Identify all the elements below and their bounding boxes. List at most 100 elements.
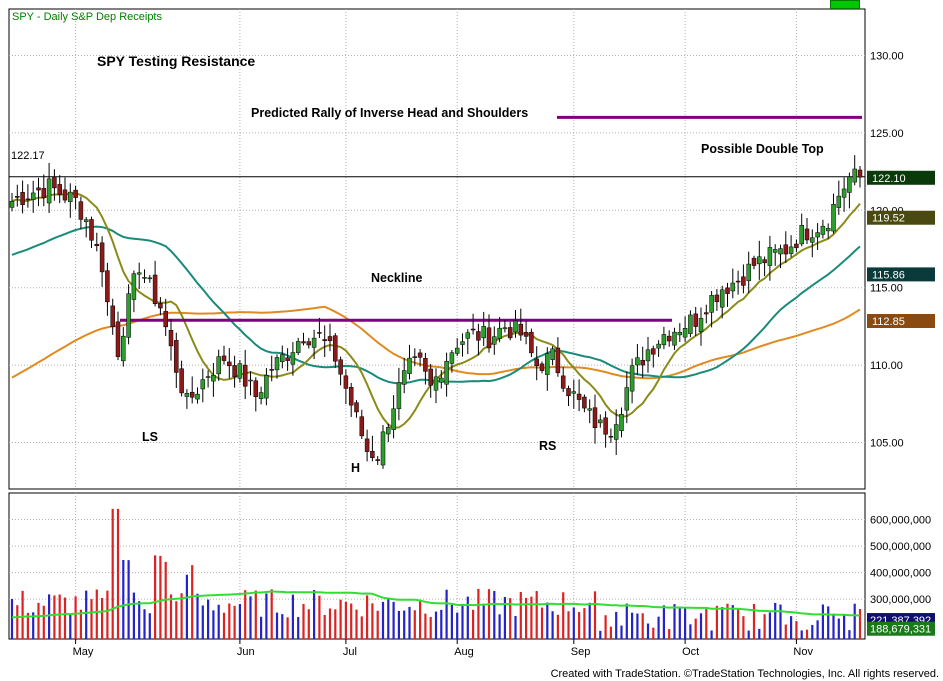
candle-body	[174, 340, 179, 373]
candle-body	[311, 337, 317, 348]
candle-body	[184, 393, 190, 397]
candle-body	[598, 419, 603, 424]
candle-body	[439, 377, 444, 383]
candle-body	[348, 387, 354, 406]
candle-body	[656, 343, 661, 349]
candle-body	[651, 348, 656, 355]
candle-body	[433, 376, 439, 391]
candle-body	[205, 376, 211, 378]
value-tag-label: 115.86	[872, 269, 905, 281]
candle-body	[375, 459, 380, 461]
candle-body	[741, 276, 746, 286]
candle-body	[672, 331, 677, 346]
candle-body	[62, 189, 68, 201]
value-tag-label: 112.85	[872, 316, 905, 328]
candle-body	[555, 347, 561, 374]
candle-body	[576, 393, 582, 400]
candle-body	[105, 270, 110, 303]
price-tick-label: 130.00	[870, 50, 904, 62]
candle-body	[666, 335, 672, 342]
candle-body	[216, 356, 221, 375]
candle-body	[423, 358, 428, 372]
candle-body	[778, 248, 783, 255]
candle-body	[810, 237, 815, 243]
volume-tag-label: 188,679,331	[870, 624, 931, 636]
candle-body	[126, 293, 131, 338]
candle-body	[571, 391, 577, 394]
symbol-header: SPY - Daily S&P Dep Receipts	[12, 11, 162, 23]
candle-body	[83, 219, 89, 223]
candle-body	[629, 365, 635, 392]
candle-body	[99, 242, 105, 273]
volume-ma-line	[11, 590, 861, 619]
candle-body	[200, 379, 206, 390]
candle-body	[603, 417, 608, 435]
candle-body	[804, 228, 810, 241]
volume-tag	[867, 621, 935, 636]
candle-body	[444, 360, 449, 385]
x-tick-label: Jul	[343, 646, 357, 658]
candle-body	[465, 332, 471, 339]
candle-body	[587, 408, 592, 411]
candle-body	[502, 327, 508, 330]
candle-body	[221, 355, 227, 361]
candle-body	[46, 178, 52, 204]
price-panel	[8, 8, 866, 490]
candle-body	[30, 192, 36, 200]
candle-body	[836, 195, 842, 208]
candle-body	[290, 352, 296, 365]
candle-body	[857, 169, 863, 178]
candle-body	[136, 272, 142, 275]
candle-body	[163, 311, 168, 328]
candle-body	[52, 176, 57, 189]
price-tick-label: 115.00	[870, 283, 903, 295]
candle-body	[232, 365, 237, 378]
candle-body	[566, 388, 571, 397]
candle-body	[825, 227, 831, 232]
candle-body	[682, 328, 688, 338]
value-tag	[867, 314, 935, 328]
candle-body	[592, 407, 598, 429]
candle-body	[417, 352, 423, 358]
candle-body	[746, 263, 751, 282]
candle-body	[131, 273, 137, 300]
volume-tick-label: 400,000,000	[870, 568, 931, 580]
candle-body	[698, 317, 704, 333]
candle-body	[110, 305, 115, 327]
candle-body	[359, 416, 365, 437]
annotation-predicted-rally: Predicted Rally of Inverse Head and Shou…	[251, 106, 528, 120]
status-tab[interactable]	[830, 0, 860, 9]
candle-body	[841, 188, 847, 198]
candle-body	[719, 289, 725, 308]
annotation-rs: RS	[539, 439, 556, 453]
candle-body	[391, 408, 396, 430]
candle-body	[189, 391, 195, 398]
candle-body	[513, 320, 518, 333]
candle-body	[41, 188, 47, 198]
candle-body	[757, 256, 762, 265]
candle-body	[523, 332, 529, 337]
candle-body	[258, 392, 264, 399]
candle-body	[380, 431, 386, 466]
price-tick-label: 105.00	[870, 438, 904, 450]
x-tick-label: Nov	[793, 646, 813, 658]
annotation-h: H	[351, 461, 360, 475]
candle-body	[635, 357, 640, 366]
candle-body	[338, 359, 343, 375]
candle-body	[343, 375, 349, 389]
candle-body	[333, 335, 338, 362]
chart-title: SPY Testing Resistance	[97, 53, 255, 69]
candle-body	[661, 334, 667, 346]
candle-body	[645, 349, 651, 362]
candle-body	[783, 244, 789, 255]
candle-body	[227, 361, 232, 367]
candle-body	[89, 219, 94, 241]
value-tag-label: 122.10	[872, 173, 906, 185]
candle-body	[460, 341, 465, 345]
x-tick-label: Oct	[682, 646, 699, 658]
candle-body	[242, 364, 248, 387]
candle-body	[407, 357, 412, 374]
candle-body	[195, 393, 200, 400]
x-tick-label: May	[73, 646, 94, 658]
candle-body	[317, 332, 322, 334]
